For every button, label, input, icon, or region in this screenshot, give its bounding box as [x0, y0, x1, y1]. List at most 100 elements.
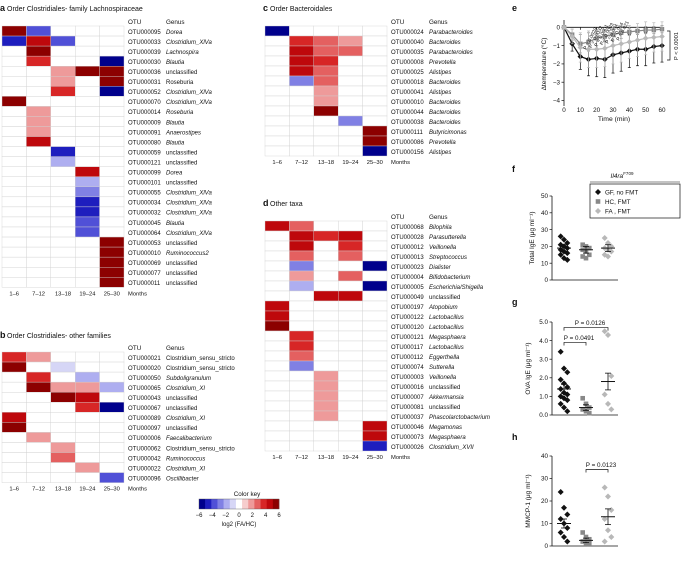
heatmap-cell: [264, 95, 290, 107]
heatmap-cell: [289, 440, 314, 452]
data-point: [585, 46, 592, 53]
heatmap-cell: [289, 240, 314, 252]
otu-id: OTU000096: [128, 476, 161, 482]
data-point: [564, 511, 571, 518]
heatmap-panel-b: b Order Clostridiales- other families OTU G…: [0, 330, 235, 493]
heatmap-cell: [362, 310, 388, 322]
heatmap-cell: [1, 267, 27, 278]
heatmap-cell: [99, 452, 125, 463]
x-tick-label: 40: [626, 107, 634, 114]
color-key-swatch: [266, 499, 274, 509]
color-key-swatch: [205, 499, 212, 509]
genus-name: Clostridium_XlVa: [166, 40, 212, 46]
genus-name: Clostridium_sensu_stricto: [166, 366, 235, 372]
genus-name: Clostridium_XlVa: [166, 231, 212, 237]
genus-name: Alistipes: [428, 150, 451, 156]
heatmap-cell: [313, 260, 339, 272]
heatmap-cell: [1, 136, 27, 147]
otu-id: OTU000050: [128, 376, 161, 382]
heatmap-cell: [26, 412, 51, 423]
genus-name: Atopobium: [428, 305, 458, 311]
heatmap-cell: [289, 105, 314, 117]
data-point: [557, 400, 564, 407]
heatmap-cell: [338, 300, 363, 312]
data-point: [564, 369, 571, 376]
data-point: [561, 380, 567, 387]
heatmap-cell: [74, 277, 100, 288]
genus-name: Roseburia: [166, 80, 194, 86]
genus-name: Clostridium_XVII: [429, 445, 474, 451]
otu-id: OTU000059: [128, 150, 161, 156]
otu-id: OTU000069: [128, 261, 161, 267]
data-point: [561, 236, 567, 243]
otu-id: OTU000046: [391, 425, 424, 431]
genus-name: unclassified: [166, 396, 197, 402]
heatmap-cell: [99, 381, 125, 393]
genus-name: Roseburia: [166, 110, 194, 116]
otu-id: OTU000044: [391, 110, 424, 116]
data-point: [605, 493, 611, 500]
data-point: [561, 534, 567, 540]
heatmap-cell: [74, 412, 100, 423]
data-point: [608, 406, 615, 413]
y-tick-label: 4.0: [539, 338, 548, 345]
data-point: [580, 242, 585, 248]
month-tick: 7–12: [295, 160, 308, 166]
heatmap-cell: [50, 236, 76, 248]
heatmap-cell: [1, 45, 27, 57]
heatmap-cell: [362, 270, 388, 282]
genus-name: Sutterella: [429, 365, 455, 371]
heatmap-cell: [99, 216, 125, 228]
otu-id: OTU000009: [128, 120, 161, 126]
data-point: [626, 39, 633, 45]
color-key-tick: 0: [237, 513, 241, 519]
otu-id: OTU000014: [128, 110, 161, 116]
heatmap-cell: [99, 136, 125, 147]
panel-letter: b: [0, 330, 6, 340]
panel-h: h 0 10 20 30 40 MMCP-1 (μg ml⁻¹) P = 0.0123: [512, 432, 618, 550]
data-point: [580, 395, 585, 401]
otu-id: OTU000020: [128, 366, 161, 372]
heatmap-cell: [50, 381, 76, 393]
heatmap-cell: [264, 45, 290, 57]
month-tick: 19–24: [342, 455, 359, 461]
otu-id: OTU000062: [128, 446, 161, 452]
otu-id: OTU000117: [391, 345, 424, 351]
otu-id: OTU000089: [128, 416, 161, 422]
heatmap-cell: [74, 422, 100, 433]
heatmap-cell: [50, 186, 76, 198]
heatmap-cell: [313, 310, 339, 322]
genus-name: Parabacteroides: [429, 50, 473, 56]
data-point: [587, 410, 592, 416]
heatmap-cell: [289, 280, 314, 292]
heatmap-cell: [289, 270, 314, 282]
heatmap-cell: [74, 351, 100, 363]
heatmap-cell: [289, 320, 314, 332]
otu-id: OTU000007: [391, 395, 424, 401]
color-key-tick: 6: [277, 513, 281, 519]
genus-name: Clostridium_XI: [166, 416, 205, 422]
heatmap-cell: [362, 25, 388, 37]
heatmap-cell: [313, 380, 339, 392]
x-tick-label: 60: [658, 107, 666, 114]
heatmap-cell: [289, 330, 314, 342]
heatmap-cell: [313, 230, 339, 242]
data-point: [583, 534, 589, 540]
otu-id: OTU000077: [128, 271, 161, 277]
data-point: [561, 404, 567, 411]
heatmap-cell: [313, 45, 339, 57]
heatmap-cell: [50, 392, 76, 403]
heatmap-cell: [362, 360, 388, 372]
genus-name: Alistipes: [428, 70, 451, 76]
panel-letter: e: [512, 3, 517, 13]
heatmap-cell: [99, 392, 125, 403]
x-tick-label: 20: [593, 107, 601, 114]
heatmap-cell: [289, 220, 314, 232]
otu-id: OTU000101: [128, 181, 161, 187]
legend-title-sup: F709: [623, 171, 634, 176]
heatmap-cell: [264, 360, 290, 372]
heatmap-cell: [313, 340, 339, 352]
heatmap-cell: [289, 360, 314, 372]
genus-name: unclassified: [166, 426, 197, 432]
